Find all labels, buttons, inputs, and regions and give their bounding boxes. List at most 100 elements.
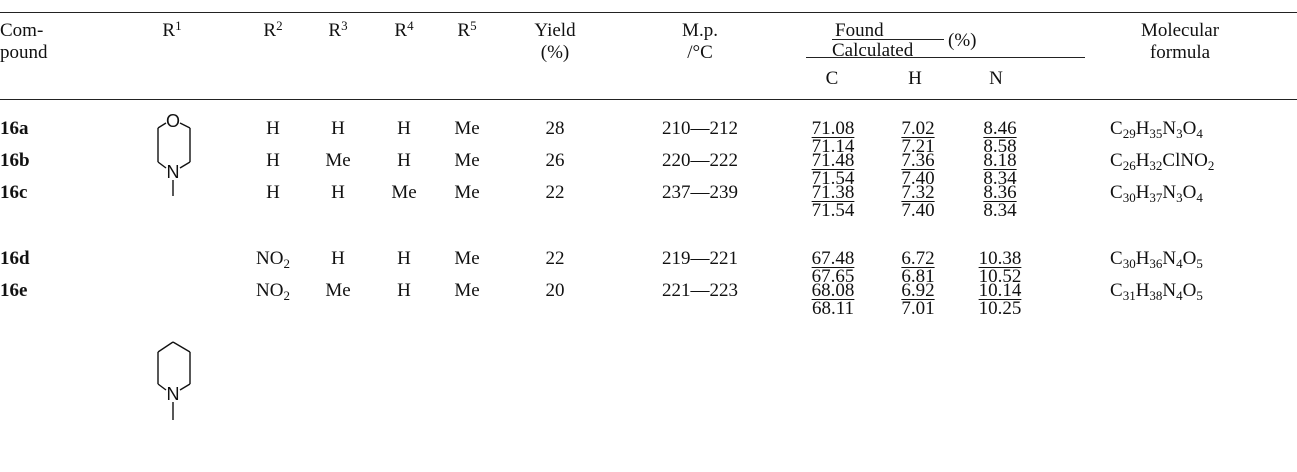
formula-part: 5 bbox=[1196, 256, 1203, 271]
calc-n: 8.34 bbox=[975, 200, 1025, 222]
header-r1: R1 bbox=[152, 20, 192, 42]
header-r5: R5 bbox=[447, 20, 487, 42]
molecular-formula: C31H38N4O5 bbox=[1110, 280, 1203, 302]
formula-part: 4 bbox=[1196, 190, 1203, 205]
formula-part: H bbox=[1136, 182, 1150, 203]
piperidine-n-label: N bbox=[167, 384, 180, 404]
formula-part: 32 bbox=[1149, 158, 1162, 173]
r4-cell: H bbox=[384, 118, 424, 140]
piperidine-structure: N bbox=[128, 330, 218, 460]
calc-h: 7.40 bbox=[893, 200, 943, 222]
mp-cell: 219—221 bbox=[650, 248, 750, 270]
formula-part: O bbox=[1183, 182, 1197, 203]
formula-part: C bbox=[1110, 248, 1123, 269]
r2-value: H bbox=[266, 182, 280, 203]
formula-part: N bbox=[1162, 280, 1176, 301]
formula-part: 2 bbox=[1208, 158, 1215, 173]
formula-part: O bbox=[1183, 118, 1197, 139]
formula-part: N bbox=[1162, 182, 1176, 203]
molecular-formula: C26H32ClNO2 bbox=[1110, 150, 1214, 172]
formula-part: 5 bbox=[1196, 288, 1203, 303]
calc-c: 68.11 bbox=[808, 298, 858, 320]
formula-part: C bbox=[1110, 150, 1123, 171]
r3-cell: Me bbox=[318, 280, 358, 302]
header-calculated: Calculated bbox=[832, 40, 913, 62]
header-mp: M.p. /°C bbox=[670, 20, 730, 64]
r5-cell: Me bbox=[447, 182, 487, 204]
calc-h: 7.01 bbox=[893, 298, 943, 320]
formula-part: N bbox=[1162, 248, 1176, 269]
compound-id: 16a bbox=[0, 118, 29, 140]
formula-part: 29 bbox=[1123, 126, 1136, 141]
r5-cell: Me bbox=[447, 280, 487, 302]
header-h: H bbox=[895, 68, 935, 90]
yield-cell: 22 bbox=[520, 248, 590, 270]
formula-part: 38 bbox=[1149, 288, 1162, 303]
header-r2: R2 bbox=[253, 20, 293, 42]
yield-cell: 26 bbox=[520, 150, 590, 172]
formula-part: C bbox=[1110, 280, 1123, 301]
r4-cell: H bbox=[384, 248, 424, 270]
r5-cell: Me bbox=[447, 150, 487, 172]
r5-cell: Me bbox=[447, 248, 487, 270]
yield-cell: 20 bbox=[520, 280, 590, 302]
r4-cell: H bbox=[384, 150, 424, 172]
top-rule bbox=[0, 12, 1297, 13]
r2-value: NO bbox=[256, 280, 283, 301]
header-formula: Molecular formula bbox=[1110, 20, 1250, 64]
yield-cell: 22 bbox=[520, 182, 590, 204]
mp-cell: 221—223 bbox=[650, 280, 750, 302]
r2-subscript: 2 bbox=[283, 256, 290, 271]
r2-cell: H bbox=[253, 118, 293, 140]
morpholine-o-label: O bbox=[166, 111, 180, 131]
formula-part: C bbox=[1110, 182, 1123, 203]
formula-part: 4 bbox=[1196, 126, 1203, 141]
header-r4: R4 bbox=[384, 20, 424, 42]
header-compound: Com- pound bbox=[0, 20, 80, 64]
r2-subscript: 2 bbox=[283, 288, 290, 303]
compound-id: 16d bbox=[0, 248, 30, 270]
r2-cell: NO2 bbox=[253, 248, 293, 270]
compound-id: 16c bbox=[0, 182, 27, 204]
r2-cell: H bbox=[253, 150, 293, 172]
header-r3: R3 bbox=[318, 20, 358, 42]
r3-cell: H bbox=[318, 118, 358, 140]
header-bottom-rule bbox=[0, 99, 1297, 100]
r5-cell: Me bbox=[447, 118, 487, 140]
mp-cell: 210—212 bbox=[650, 118, 750, 140]
r3-cell: H bbox=[318, 182, 358, 204]
formula-part: ClNO bbox=[1162, 150, 1207, 171]
header-percent: (%) bbox=[948, 30, 976, 52]
r3-cell: Me bbox=[318, 150, 358, 172]
compound-id: 16e bbox=[0, 280, 27, 302]
r2-cell: H bbox=[253, 182, 293, 204]
formula-part: 36 bbox=[1149, 256, 1162, 271]
formula-part: 31 bbox=[1123, 288, 1136, 303]
molecular-formula: C29H35N3O4 bbox=[1110, 118, 1203, 140]
formula-part: 30 bbox=[1123, 256, 1136, 271]
r2-value: H bbox=[266, 118, 280, 139]
r2-value: NO bbox=[256, 248, 283, 269]
formula-part: 37 bbox=[1149, 190, 1162, 205]
formula-part: H bbox=[1136, 248, 1150, 269]
molecular-formula: C30H36N4O5 bbox=[1110, 248, 1203, 270]
formula-part: 35 bbox=[1149, 126, 1162, 141]
header-yield: Yield (%) bbox=[520, 20, 590, 64]
morpholine-structure: O N bbox=[128, 108, 218, 258]
formula-part: H bbox=[1136, 280, 1150, 301]
morpholine-n-label: N bbox=[167, 162, 180, 182]
formula-part: H bbox=[1136, 150, 1150, 171]
mp-cell: 237—239 bbox=[650, 182, 750, 204]
r4-cell: Me bbox=[384, 182, 424, 204]
header-n: N bbox=[976, 68, 1016, 90]
r3-cell: H bbox=[318, 248, 358, 270]
r2-value: H bbox=[266, 150, 280, 171]
calc-c: 71.54 bbox=[808, 200, 858, 222]
formula-part: 30 bbox=[1123, 190, 1136, 205]
yield-cell: 28 bbox=[520, 118, 590, 140]
formula-part: O bbox=[1183, 280, 1197, 301]
r2-cell: NO2 bbox=[253, 280, 293, 302]
r4-cell: H bbox=[384, 280, 424, 302]
formula-part: N bbox=[1162, 118, 1176, 139]
compound-id: 16b bbox=[0, 150, 30, 172]
